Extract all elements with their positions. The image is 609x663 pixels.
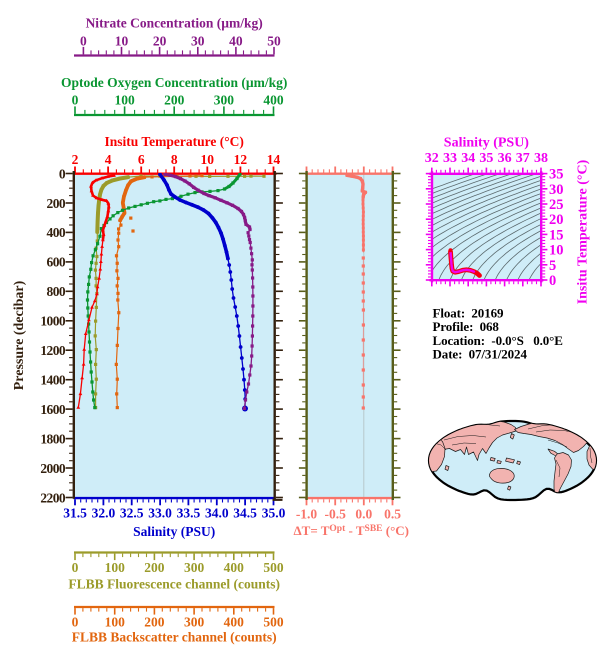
svg-text:400: 400 xyxy=(224,560,245,575)
svg-text:FLBB Backscatter channel (coun: FLBB Backscatter channel (counts) xyxy=(72,630,277,645)
svg-text:Optode Oxygen Concentration (µ: Optode Oxygen Concentration (µm/kg) xyxy=(61,75,287,90)
svg-text:50: 50 xyxy=(267,34,281,49)
svg-text:800: 800 xyxy=(47,284,66,299)
svg-text:400: 400 xyxy=(263,93,284,108)
svg-text:0: 0 xyxy=(59,166,66,181)
svg-text:200: 200 xyxy=(164,93,185,108)
svg-text:0.5: 0.5 xyxy=(384,507,401,522)
svg-text:1000: 1000 xyxy=(40,314,65,329)
svg-text:Salinity (PSU): Salinity (PSU) xyxy=(444,136,530,151)
svg-text:31.5: 31.5 xyxy=(63,506,87,521)
svg-text:400: 400 xyxy=(224,615,245,630)
svg-text:33.0: 33.0 xyxy=(148,506,172,521)
svg-text:40: 40 xyxy=(229,34,243,49)
svg-text:500: 500 xyxy=(263,560,284,575)
svg-text:500: 500 xyxy=(263,615,284,630)
svg-text:Insitu Temperature (°C): Insitu Temperature (°C) xyxy=(576,159,591,304)
svg-text:20: 20 xyxy=(549,212,564,228)
svg-text:600: 600 xyxy=(47,255,66,270)
svg-text:1200: 1200 xyxy=(40,343,65,358)
svg-text:0: 0 xyxy=(72,560,79,575)
svg-text:200: 200 xyxy=(47,196,66,211)
svg-text:25: 25 xyxy=(549,197,564,213)
svg-text:4: 4 xyxy=(105,152,112,167)
svg-text:20: 20 xyxy=(153,34,167,49)
svg-text:100: 100 xyxy=(105,615,126,630)
svg-text:Date: 07/31/2024: Date: 07/31/2024 xyxy=(433,347,528,362)
svg-text:100: 100 xyxy=(114,93,135,108)
svg-text:33: 33 xyxy=(443,151,457,166)
svg-text:15: 15 xyxy=(549,227,564,243)
svg-text:0: 0 xyxy=(72,93,79,108)
svg-text:37: 37 xyxy=(516,151,530,166)
svg-text:Insitu Temperature (°C): Insitu Temperature (°C) xyxy=(104,134,243,149)
svg-text:32.5: 32.5 xyxy=(120,506,144,521)
svg-text:0.0: 0.0 xyxy=(355,507,372,522)
svg-text:14: 14 xyxy=(267,152,281,167)
svg-text:400: 400 xyxy=(47,225,66,240)
svg-text:32.0: 32.0 xyxy=(92,506,116,521)
svg-text:12: 12 xyxy=(234,152,248,167)
svg-text:FLBB Fluorescence channel (cou: FLBB Fluorescence channel (counts) xyxy=(68,577,280,592)
svg-text:5: 5 xyxy=(549,258,556,274)
svg-text:34.5: 34.5 xyxy=(233,506,257,521)
svg-text:0: 0 xyxy=(72,615,79,630)
svg-text:10: 10 xyxy=(115,34,129,49)
svg-text:33.5: 33.5 xyxy=(177,506,201,521)
svg-text:35: 35 xyxy=(549,167,564,183)
svg-text:30: 30 xyxy=(549,182,564,198)
svg-text:-0.5: -0.5 xyxy=(325,507,347,522)
svg-text:30: 30 xyxy=(191,34,205,49)
svg-text:34: 34 xyxy=(461,151,475,166)
svg-text:10: 10 xyxy=(549,243,564,259)
svg-text:Pressure (decibar): Pressure (decibar) xyxy=(12,280,27,390)
svg-text:32: 32 xyxy=(425,151,439,166)
svg-text:Salinity (PSU): Salinity (PSU) xyxy=(133,524,215,539)
svg-text:-1.0: -1.0 xyxy=(296,507,318,522)
svg-text:2: 2 xyxy=(72,152,79,167)
svg-text:38: 38 xyxy=(534,151,548,166)
svg-text:Location: -0.0°S 0.0°E: Location: -0.0°S 0.0°E xyxy=(433,333,563,348)
svg-text:200: 200 xyxy=(144,560,165,575)
svg-text:1600: 1600 xyxy=(40,402,65,417)
svg-text:35.0: 35.0 xyxy=(262,506,286,521)
svg-text:ΔT= TOpt - TSBE (°C): ΔT= TOpt - TSBE (°C) xyxy=(294,523,410,538)
svg-text:2000: 2000 xyxy=(40,461,65,476)
svg-text:34.0: 34.0 xyxy=(205,506,229,521)
svg-text:35: 35 xyxy=(479,151,493,166)
svg-text:2200: 2200 xyxy=(40,490,65,505)
svg-text:Profile: 068: Profile: 068 xyxy=(433,319,500,334)
svg-text:200: 200 xyxy=(144,615,165,630)
svg-text:6: 6 xyxy=(138,152,145,167)
svg-text:1800: 1800 xyxy=(40,431,65,446)
svg-text:36: 36 xyxy=(498,151,512,166)
svg-text:10: 10 xyxy=(201,152,215,167)
svg-text:Nitrate Concentration (µm/kg): Nitrate Concentration (µm/kg) xyxy=(86,16,263,31)
svg-text:0: 0 xyxy=(80,34,87,49)
svg-text:8: 8 xyxy=(171,152,178,167)
svg-text:100: 100 xyxy=(105,560,126,575)
svg-text:300: 300 xyxy=(184,560,205,575)
svg-text:Float: 20169: Float: 20169 xyxy=(433,306,505,321)
svg-text:300: 300 xyxy=(184,615,205,630)
svg-text:300: 300 xyxy=(214,93,235,108)
svg-text:1400: 1400 xyxy=(40,373,65,388)
svg-text:0: 0 xyxy=(549,273,556,289)
